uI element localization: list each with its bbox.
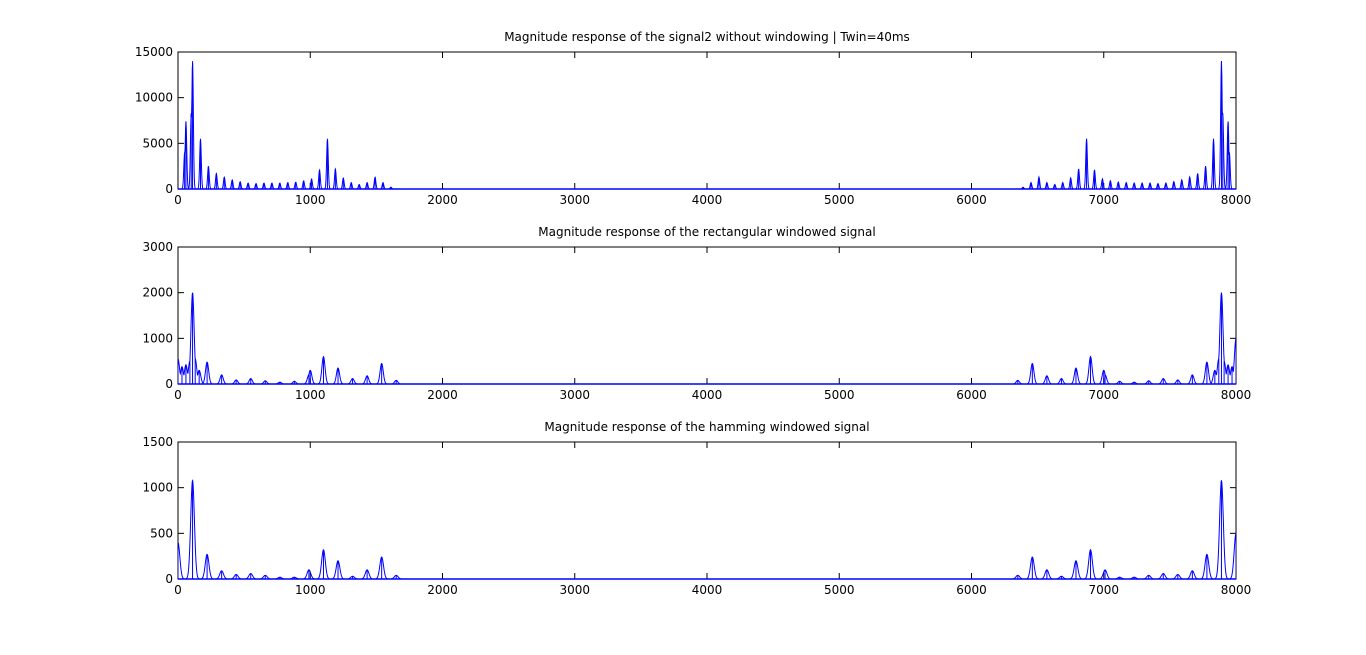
y-tick-label: 15000 [135,45,173,59]
plot-area-frame [177,51,1237,190]
x-tick-label: 2000 [427,583,458,597]
x-tick-label: 4000 [692,193,723,207]
x-tick-label: 5000 [824,193,855,207]
x-tick-label: 7000 [1088,583,1119,597]
y-tick-label: 1500 [142,435,173,449]
x-tick-label: 2000 [427,388,458,402]
series-line [178,478,1236,579]
y-tick-label: 1000 [142,481,173,495]
x-tick-label: 6000 [956,583,987,597]
x-tick-label: 7000 [1088,388,1119,402]
x-tick-label: 3000 [559,583,590,597]
x-tick-label: 5000 [824,388,855,402]
subplot-1: Magnitude response of the signal2 withou… [135,30,1251,207]
x-tick-label: 1000 [295,583,326,597]
x-tick-label: 3000 [559,388,590,402]
x-tick-label: 0 [174,583,182,597]
x-tick-label: 8000 [1221,388,1252,402]
chart-title: Magnitude response of the hamming window… [544,420,869,434]
x-tick-label: 3000 [559,193,590,207]
subplot-3: Magnitude response of the hamming window… [142,420,1251,597]
y-tick-label: 2000 [142,286,173,300]
x-tick-label: 5000 [824,583,855,597]
y-tick-label: 3000 [142,240,173,254]
plot-area-frame [177,246,1237,385]
x-tick-label: 6000 [956,193,987,207]
chart-title: Magnitude response of the signal2 withou… [504,30,910,44]
plot-area-frame [177,441,1237,580]
x-tick-label: 4000 [692,388,723,402]
x-tick-label: 0 [174,388,182,402]
x-tick-label: 1000 [295,388,326,402]
y-tick-label: 10000 [135,91,173,105]
x-tick-label: 6000 [956,388,987,402]
y-tick-label: 5000 [142,136,173,150]
x-tick-label: 7000 [1088,193,1119,207]
x-tick-label: 8000 [1221,583,1252,597]
y-tick-label: 0 [165,572,173,586]
chart-title: Magnitude response of the rectangular wi… [538,225,875,239]
y-tick-label: 0 [165,182,173,196]
x-tick-label: 8000 [1221,193,1252,207]
x-tick-label: 2000 [427,193,458,207]
y-tick-label: 0 [165,377,173,391]
x-tick-label: 0 [174,193,182,207]
y-tick-label: 500 [150,526,173,540]
series-line [178,292,1236,384]
y-tick-label: 1000 [142,331,173,345]
x-tick-label: 4000 [692,583,723,597]
x-tick-label: 1000 [295,193,326,207]
subplot-2: Magnitude response of the rectangular wi… [142,225,1251,402]
